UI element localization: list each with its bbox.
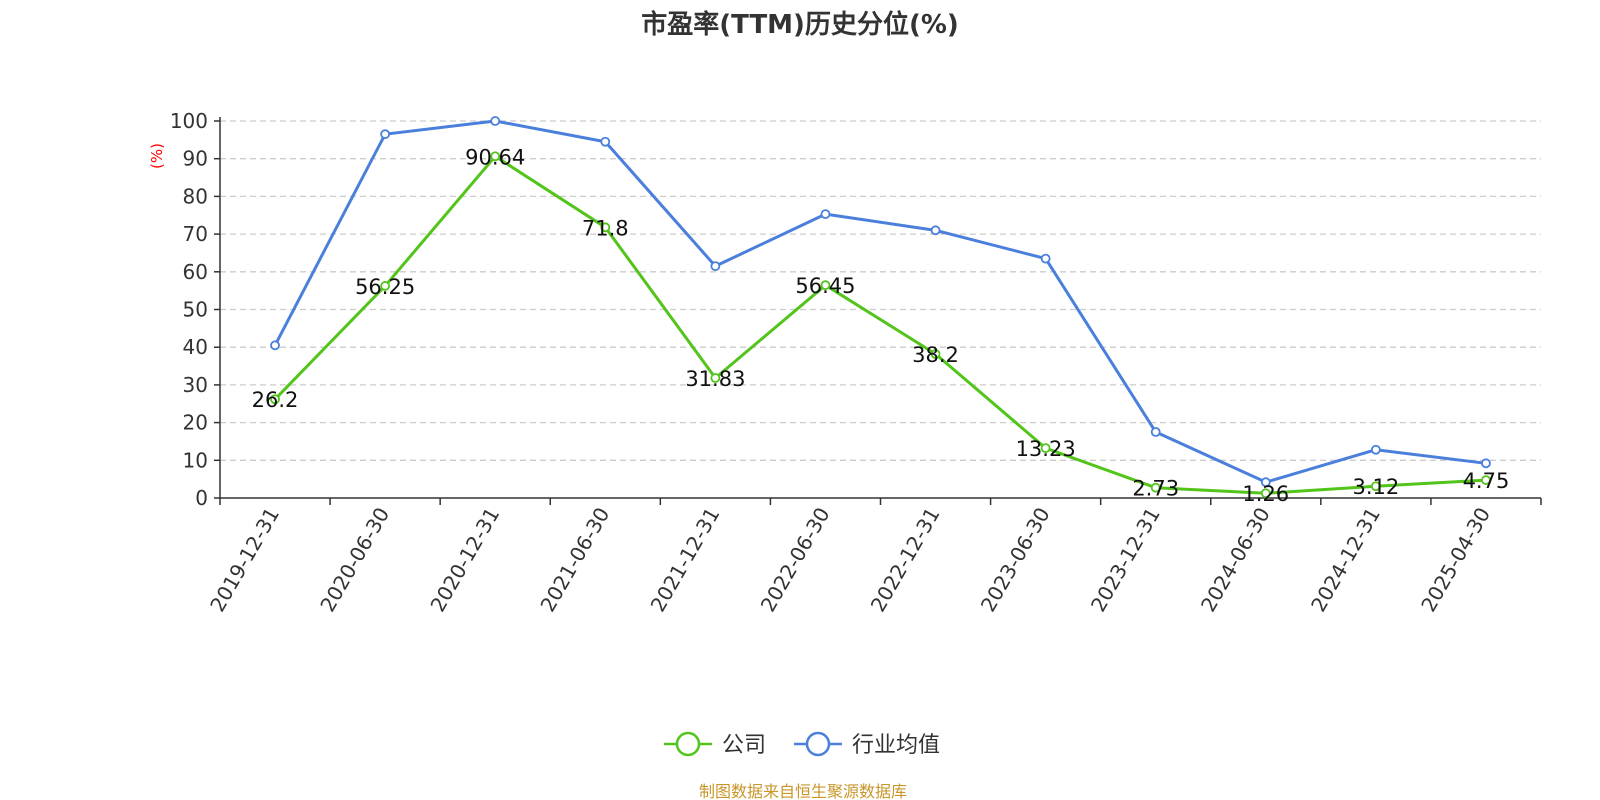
series-point-1[interactable] <box>710 261 721 272</box>
x-tick-label: 2025-04-30 <box>1416 503 1495 616</box>
series-point-1[interactable] <box>1370 444 1381 455</box>
series-point-0[interactable] <box>1260 488 1271 499</box>
y-tick-label: 100 <box>170 109 208 133</box>
data-label: 31.83 <box>685 367 745 391</box>
series-point-1[interactable] <box>380 129 391 140</box>
data-label: 38.2 <box>912 343 959 367</box>
x-tick-label: 2019-12-31 <box>205 503 284 616</box>
data-label: 3.12 <box>1352 475 1399 499</box>
series-point-1[interactable] <box>820 209 831 220</box>
x-tick-label: 2022-06-30 <box>756 503 835 616</box>
series-point-1[interactable] <box>930 225 941 236</box>
series-point-0[interactable] <box>1370 481 1381 492</box>
series-point-1[interactable] <box>490 116 501 126</box>
x-tick-label: 2020-12-31 <box>425 503 504 616</box>
series-point-0[interactable] <box>380 281 391 291</box>
data-labels: 26.2 56.25 90.64 71.8 31.83 56.45 38.2 13.23 2.7… <box>252 145 1510 506</box>
y-tick-label: 40 <box>183 335 208 359</box>
series-point-0[interactable] <box>270 394 280 405</box>
axes: 0 10 20 30 40 50 60 70 80 90 100 2019-12-31 2020-06-… <box>170 109 1542 616</box>
chart-title: 市盈率(TTM)历史分位(%) <box>641 9 959 40</box>
legend-marker <box>805 731 831 757</box>
y-tick-label: 0 <box>195 486 208 510</box>
y-tick-label: 30 <box>183 373 208 397</box>
data-label: 71.8 <box>582 216 629 240</box>
legend-marker <box>675 731 701 757</box>
data-label: 2.73 <box>1132 477 1179 501</box>
series-point-1[interactable] <box>1481 458 1491 469</box>
x-tick-label: 2023-12-31 <box>1086 503 1165 616</box>
y-tick-label: 80 <box>183 184 208 208</box>
y-tick-label: 70 <box>183 222 208 246</box>
series-point-0[interactable] <box>1481 475 1491 485</box>
source-note: 制图数据来自恒生聚源数据库 <box>699 782 907 800</box>
series-point-0[interactable] <box>820 280 831 291</box>
series-point-0[interactable] <box>1150 482 1161 493</box>
data-label: 1.26 <box>1242 482 1289 506</box>
x-tick-label: 2024-06-30 <box>1196 503 1275 616</box>
grid-lines <box>220 120 1541 461</box>
y-axis-label: (%) <box>148 143 166 169</box>
series-point-1[interactable] <box>1260 477 1271 488</box>
y-tick-label: 50 <box>183 298 208 322</box>
x-tick-label: 2024-12-31 <box>1306 503 1385 616</box>
data-label: 56.45 <box>795 274 855 298</box>
series-line-0 <box>273 154 1487 495</box>
data-label: 90.64 <box>465 145 525 169</box>
series <box>270 116 1491 499</box>
x-tick-label: 2023-06-30 <box>976 503 1055 616</box>
legend-label: 公司 <box>722 733 766 758</box>
series-point-1[interactable] <box>600 136 611 147</box>
y-tick-label: 60 <box>183 260 208 284</box>
data-label: 26.2 <box>252 388 299 412</box>
series-point-1[interactable] <box>1150 427 1161 437</box>
data-label: 13.23 <box>1016 437 1076 461</box>
series-point-0[interactable] <box>1040 443 1051 454</box>
x-tick-label: 2021-06-30 <box>535 503 614 616</box>
series-point-1[interactable] <box>270 340 280 351</box>
y-tick-label: 90 <box>183 147 208 171</box>
series-point-0[interactable] <box>490 151 501 162</box>
legend-label: 行业均值 <box>852 733 940 758</box>
x-tick-label: 2021-12-31 <box>646 503 725 616</box>
series-point-1[interactable] <box>1040 253 1051 264</box>
series-point-0[interactable] <box>710 373 721 383</box>
legend-item-0[interactable]: 公司 <box>664 731 766 758</box>
legend-item-1[interactable]: 行业均值 <box>794 731 940 758</box>
data-label: 56.25 <box>355 275 415 299</box>
y-tick-label: 20 <box>183 411 208 435</box>
y-tick-label: 10 <box>183 448 208 472</box>
series-point-0[interactable] <box>930 349 941 359</box>
legend[interactable]: 公司 行业均值 <box>664 731 940 758</box>
series-line-1 <box>273 119 1487 484</box>
x-tick-label: 2020-06-30 <box>315 503 394 616</box>
x-tick-label: 2022-12-31 <box>866 503 945 616</box>
series-point-0[interactable] <box>600 222 611 233</box>
data-label: 4.75 <box>1463 469 1510 493</box>
